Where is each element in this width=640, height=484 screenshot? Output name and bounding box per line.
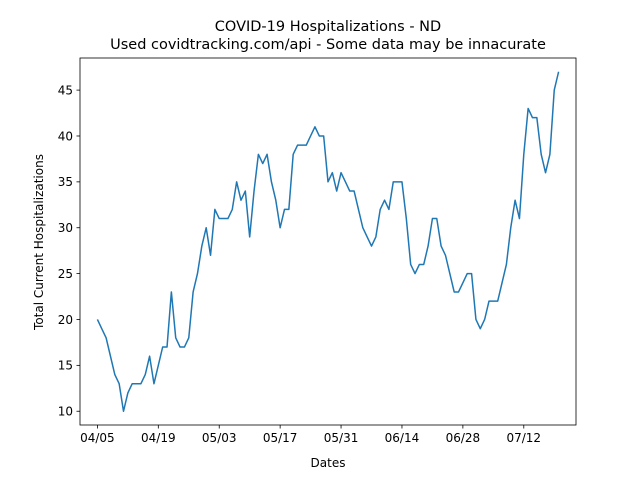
y-tick-label: 15 xyxy=(58,359,73,373)
x-tick-label: 05/17 xyxy=(263,431,298,445)
y-tick-label: 20 xyxy=(58,313,73,327)
chart-subtitle: Used covidtracking.com/api - Some data m… xyxy=(110,37,546,53)
series-layer xyxy=(96,71,560,412)
y-tick-label: 25 xyxy=(58,267,73,281)
x-tick-label: 04/05 xyxy=(80,431,115,445)
x-axis-label: Dates xyxy=(311,456,346,470)
x-tick-label: 06/14 xyxy=(385,431,420,445)
series-line-0 xyxy=(96,71,560,412)
x-tick-label: 05/31 xyxy=(324,431,359,445)
y-tick-label: 30 xyxy=(58,221,73,235)
chart-title: COVID-19 Hospitalizations - ND xyxy=(215,19,441,35)
x-tick-label: 06/28 xyxy=(446,431,481,445)
x-tick-label: 04/19 xyxy=(141,431,176,445)
plot-area-frame xyxy=(79,57,577,426)
y-tick-label: 40 xyxy=(58,129,73,143)
y-tick-label: 45 xyxy=(58,83,73,97)
y-axis-label: Total Current Hospitalizations xyxy=(32,154,46,331)
x-axis-ticks: 04/05 04/19 05/03 05/17 05/31 06/14 06/28 07/12 xyxy=(80,425,541,445)
y-axis-ticks: 10 15 20 25 30 35 40 45 xyxy=(58,83,80,419)
x-tick-label: 07/12 xyxy=(506,431,541,445)
y-tick-label: 35 xyxy=(58,175,73,189)
y-tick-label: 10 xyxy=(58,405,73,419)
x-tick-label: 05/03 xyxy=(202,431,237,445)
